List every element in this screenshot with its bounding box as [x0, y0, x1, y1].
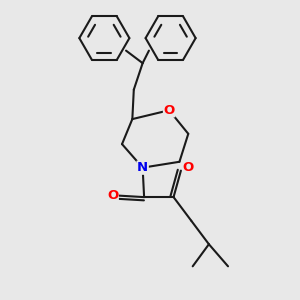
Text: O: O: [164, 104, 175, 117]
Text: O: O: [183, 161, 194, 174]
Text: O: O: [107, 189, 118, 202]
Text: N: N: [137, 161, 148, 174]
